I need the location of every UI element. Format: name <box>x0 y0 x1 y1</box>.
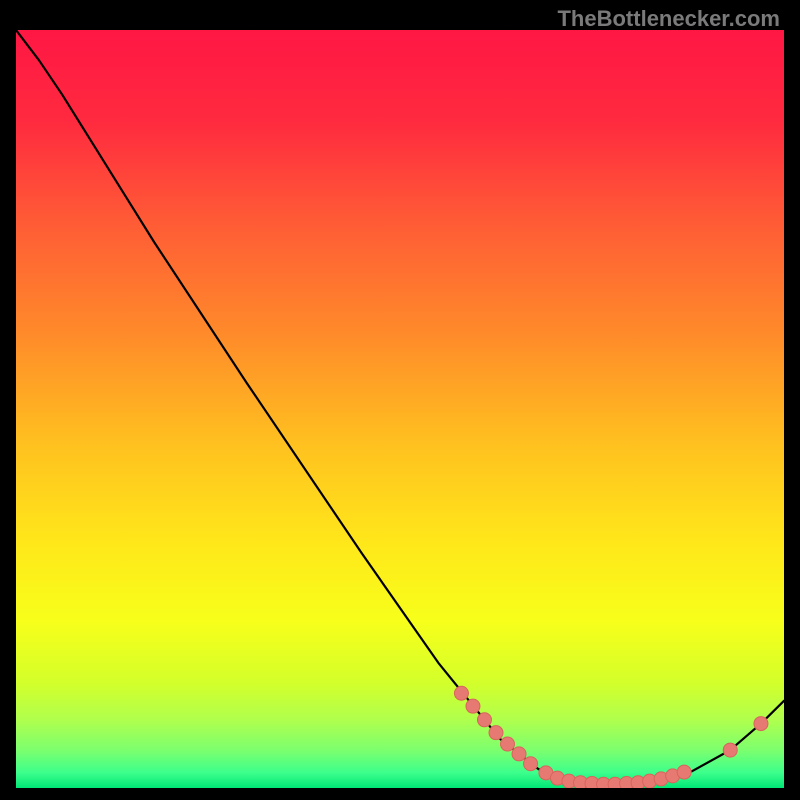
plot-area <box>16 30 784 788</box>
data-marker <box>754 717 768 731</box>
watermark-text: TheBottlenecker.com <box>557 6 780 32</box>
data-marker <box>512 747 526 761</box>
plot-background <box>16 30 784 788</box>
data-marker <box>524 757 538 771</box>
data-marker <box>454 686 468 700</box>
chart-container: TheBottlenecker.com <box>0 0 800 800</box>
data-marker <box>723 743 737 757</box>
data-marker <box>501 737 515 751</box>
data-marker <box>466 699 480 713</box>
data-marker <box>489 726 503 740</box>
chart-svg <box>16 30 784 788</box>
data-marker <box>677 765 691 779</box>
data-marker <box>477 713 491 727</box>
